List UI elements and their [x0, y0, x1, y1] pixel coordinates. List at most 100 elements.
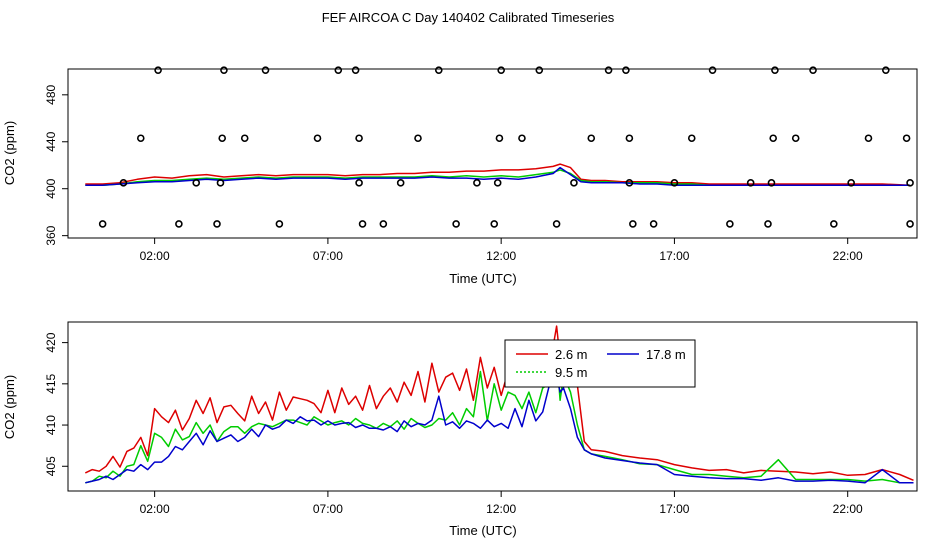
data-point-circle — [396, 179, 405, 187]
y-axis-label-top: CO2 (ppm) — [2, 121, 17, 185]
data-point-circle — [726, 220, 734, 228]
x-tick-label: 02:00 — [140, 249, 170, 263]
data-point-circle — [175, 220, 183, 228]
data-point-circle — [906, 179, 914, 187]
data-point-circle — [535, 66, 544, 74]
data-point-circle — [414, 134, 422, 143]
data-point-circle — [192, 179, 201, 187]
data-point-circle — [98, 220, 107, 228]
data-point-circle — [493, 179, 502, 187]
data-point-circle — [275, 220, 284, 228]
panel-top: 02:00 07:00 12:00 17:00 22:00 360 400 440 480 T… — [2, 66, 918, 286]
x-tick-label: 07:00 — [313, 502, 343, 516]
y-axis-top: 360 400 440 480 — [44, 84, 68, 246]
data-point-circle — [809, 66, 817, 74]
plot-frame-bottom — [67, 321, 918, 492]
data-point-circle — [313, 134, 322, 143]
data-point-circle — [518, 134, 526, 143]
data-point-circle — [604, 66, 613, 74]
y-axis-label-bottom: CO2 (ppm) — [2, 375, 17, 439]
figure-title: FEF AIRCOA C Day 140402 Calibrated Times… — [322, 10, 615, 25]
data-point-circle — [136, 134, 145, 143]
legend-label-green: 9.5 m — [555, 365, 588, 380]
x-tick-label: 02:00 — [140, 502, 170, 516]
data-point-circle — [882, 66, 890, 74]
x-tick-label: 22:00 — [833, 249, 863, 263]
x-tick-label: 17:00 — [659, 249, 689, 263]
data-point-circle — [708, 66, 717, 74]
data-point-circle — [625, 134, 634, 143]
legend-label-blue: 17.8 m — [646, 347, 686, 362]
plot-frame-top — [67, 68, 918, 239]
legend-label-red: 2.6 m — [555, 347, 588, 362]
data-point-circle — [218, 134, 227, 143]
data-point-circle — [649, 220, 658, 228]
x-tick-label: 07:00 — [313, 249, 343, 263]
data-point-circle — [213, 220, 221, 228]
data-point-circle — [240, 134, 249, 143]
data-point-circle — [490, 220, 499, 228]
y-tick-label: 400 — [44, 178, 58, 198]
data-point-circle — [764, 220, 772, 228]
data-point-circle — [351, 66, 360, 74]
series-line-red — [84, 325, 914, 481]
series-line-blue — [85, 345, 914, 484]
data-point-circle — [767, 179, 776, 187]
legend-box — [504, 339, 696, 388]
data-point-circle — [847, 179, 855, 187]
y-tick-label: 410 — [44, 415, 58, 435]
data-point-circle — [495, 134, 504, 143]
series-layer-bottom — [84, 325, 914, 484]
x-tick-label: 17:00 — [659, 502, 689, 516]
series-line-blue — [85, 166, 911, 186]
data-point-circle — [587, 134, 596, 143]
data-point-circle — [497, 66, 505, 74]
data-point-circle — [119, 179, 128, 187]
data-point-circle — [687, 134, 696, 143]
data-point-circle — [625, 179, 634, 187]
data-point-circle — [902, 134, 911, 143]
data-point-circle — [629, 220, 637, 228]
data-point-circle — [864, 134, 873, 143]
data-point-circle — [216, 179, 225, 187]
data-point-circle — [622, 66, 630, 74]
data-point-circle — [334, 66, 343, 74]
data-point-circle — [154, 66, 162, 74]
data-point-circle — [771, 66, 779, 74]
series-layer-top — [85, 66, 914, 228]
x-axis-top: 02:00 07:00 12:00 17:00 22:00 — [140, 238, 863, 263]
x-tick-label: 22:00 — [833, 502, 863, 516]
data-point-circle — [670, 179, 679, 187]
y-axis-bottom: 405 410 415 420 — [44, 332, 68, 476]
series-line-green — [85, 354, 914, 484]
y-tick-label: 440 — [44, 131, 58, 151]
x-tick-label: 12:00 — [486, 502, 516, 516]
y-tick-label: 415 — [44, 373, 58, 393]
y-tick-label: 360 — [44, 225, 58, 245]
data-point-circle — [355, 134, 363, 143]
data-point-circle — [355, 179, 363, 187]
data-point-circle — [220, 66, 228, 74]
series-line-red — [85, 163, 911, 186]
y-tick-label: 480 — [44, 84, 58, 104]
data-point-circle — [552, 220, 561, 228]
data-point-circle — [906, 220, 914, 228]
y-tick-label: 405 — [44, 456, 58, 476]
data-point-circle — [769, 134, 777, 143]
x-axis-bottom: 02:00 07:00 12:00 17:00 22:00 — [140, 491, 863, 516]
data-point-circle — [379, 220, 388, 228]
data-point-circle — [473, 179, 481, 187]
x-tick-label: 12:00 — [486, 249, 516, 263]
x-axis-label-bottom: Time (UTC) — [449, 523, 516, 538]
data-point-circle — [746, 179, 755, 187]
x-axis-label-top: Time (UTC) — [449, 271, 516, 286]
series-line-green — [85, 169, 911, 186]
data-point-circle — [434, 66, 443, 74]
legend: 2.6 m 17.8 m 9.5 m — [504, 339, 696, 388]
data-point-circle — [791, 134, 800, 143]
data-point-circle — [830, 220, 838, 228]
data-point-circle — [452, 220, 460, 228]
y-tick-label: 420 — [44, 332, 58, 352]
data-point-circle — [261, 66, 270, 74]
